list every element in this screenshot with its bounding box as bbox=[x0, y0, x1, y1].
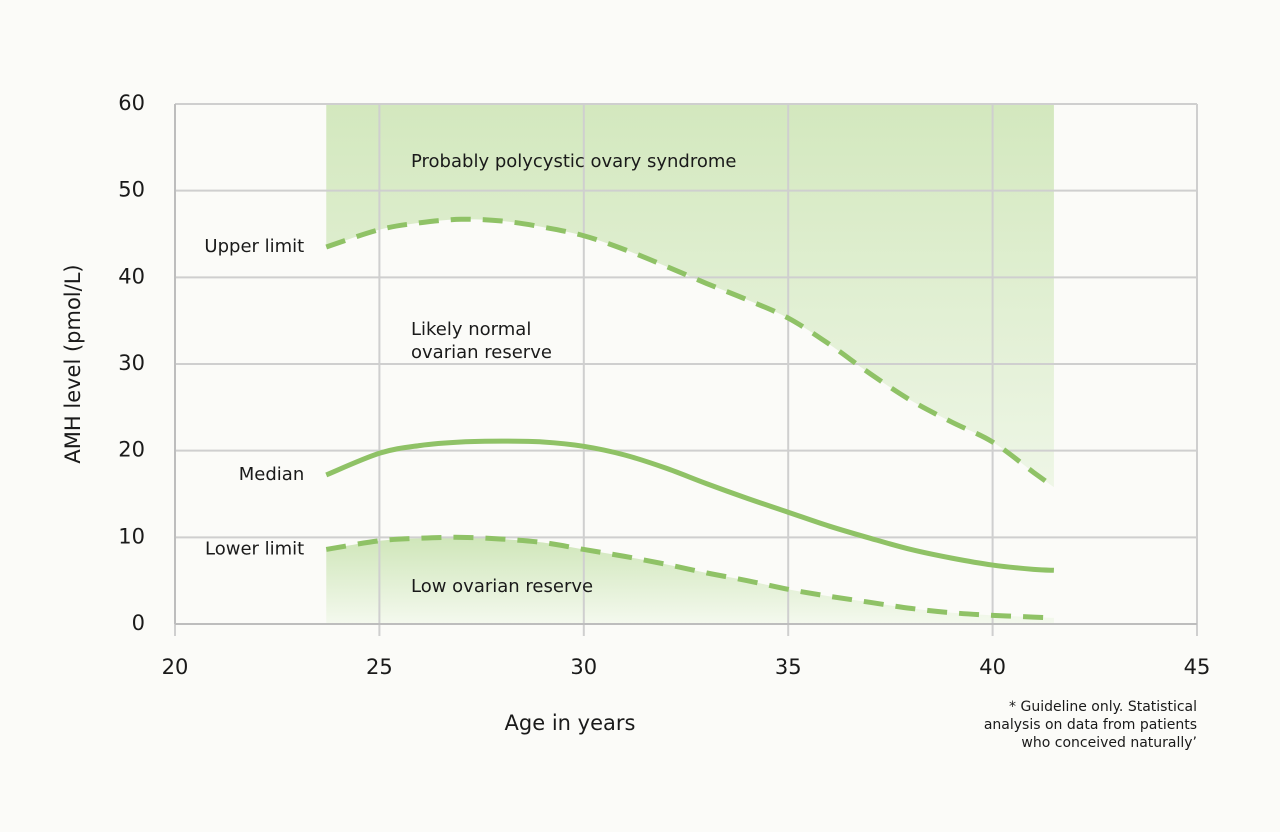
series-label: Lower limit bbox=[205, 538, 304, 559]
line bbox=[325, 438, 1055, 573]
x-tick-label: 35 bbox=[775, 655, 802, 679]
y-tick-label: 20 bbox=[118, 438, 145, 462]
x-tick-label: 20 bbox=[162, 655, 189, 679]
y-tick-label: 60 bbox=[118, 91, 145, 115]
annotation: Low ovarian reserve bbox=[411, 576, 593, 597]
annotation: Likely normal bbox=[411, 319, 531, 340]
y-tick-label: 0 bbox=[132, 611, 145, 635]
lower-region bbox=[326, 537, 1054, 624]
annotation: Probably polycystic ovary syndrome bbox=[411, 151, 736, 172]
x-tick-label: 30 bbox=[570, 655, 597, 679]
line bbox=[325, 216, 1056, 490]
annotation: ovarian reserve bbox=[411, 342, 552, 363]
series-label: Upper limit bbox=[204, 236, 304, 257]
y-tick-label: 30 bbox=[118, 351, 145, 375]
footnote: who conceived naturally’ bbox=[1021, 735, 1197, 751]
line bbox=[325, 534, 1055, 621]
upper-region bbox=[326, 104, 1054, 488]
x-tick-label: 40 bbox=[979, 655, 1006, 679]
y-tick-label: 50 bbox=[118, 178, 145, 202]
series-label: Median bbox=[239, 464, 304, 485]
x-axis-title: Age in years bbox=[505, 711, 636, 735]
y-tick-label: 10 bbox=[118, 524, 145, 548]
footnote: analysis on data from patients bbox=[984, 717, 1197, 733]
y-tick-label: 40 bbox=[118, 264, 145, 288]
x-tick-label: 45 bbox=[1184, 655, 1211, 679]
x-tick-label: 25 bbox=[366, 655, 393, 679]
y-axis-title: AMH level (pmol/L) bbox=[61, 264, 85, 463]
footnote: * Guideline only. Statistical bbox=[1009, 699, 1197, 715]
